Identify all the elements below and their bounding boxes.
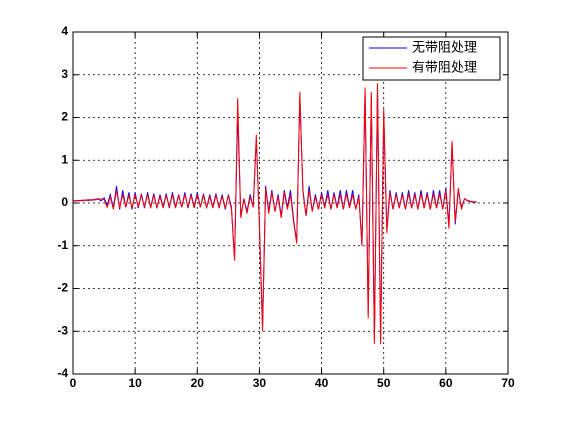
- y-tick-label: 1: [61, 152, 68, 166]
- x-tick-label: 40: [315, 376, 329, 390]
- x-tick-label: 30: [253, 376, 267, 390]
- y-tick-label: -2: [57, 281, 68, 295]
- x-tick-label: 70: [501, 376, 515, 390]
- y-tick-label: -1: [57, 238, 68, 252]
- x-tick-label: 60: [439, 376, 453, 390]
- y-tick-label: 3: [61, 67, 68, 81]
- axes-box: [72, 31, 509, 375]
- y-tick-label: 2: [61, 110, 68, 124]
- legend-label: 有带阻处理: [412, 61, 477, 76]
- legend-box: [362, 36, 501, 81]
- legend-label: 无带阻处理: [412, 41, 477, 56]
- x-tick-label: 20: [191, 376, 205, 390]
- y-tick-label: 4: [61, 24, 68, 38]
- x-tick-label: 50: [377, 376, 391, 390]
- series-line: [72, 83, 477, 345]
- x-tick-label: 10: [128, 376, 142, 390]
- y-tick-label: 0: [61, 195, 68, 209]
- x-tick-label: 0: [70, 376, 77, 390]
- y-tick-label: -4: [57, 366, 68, 380]
- y-tick-label: -3: [57, 323, 68, 337]
